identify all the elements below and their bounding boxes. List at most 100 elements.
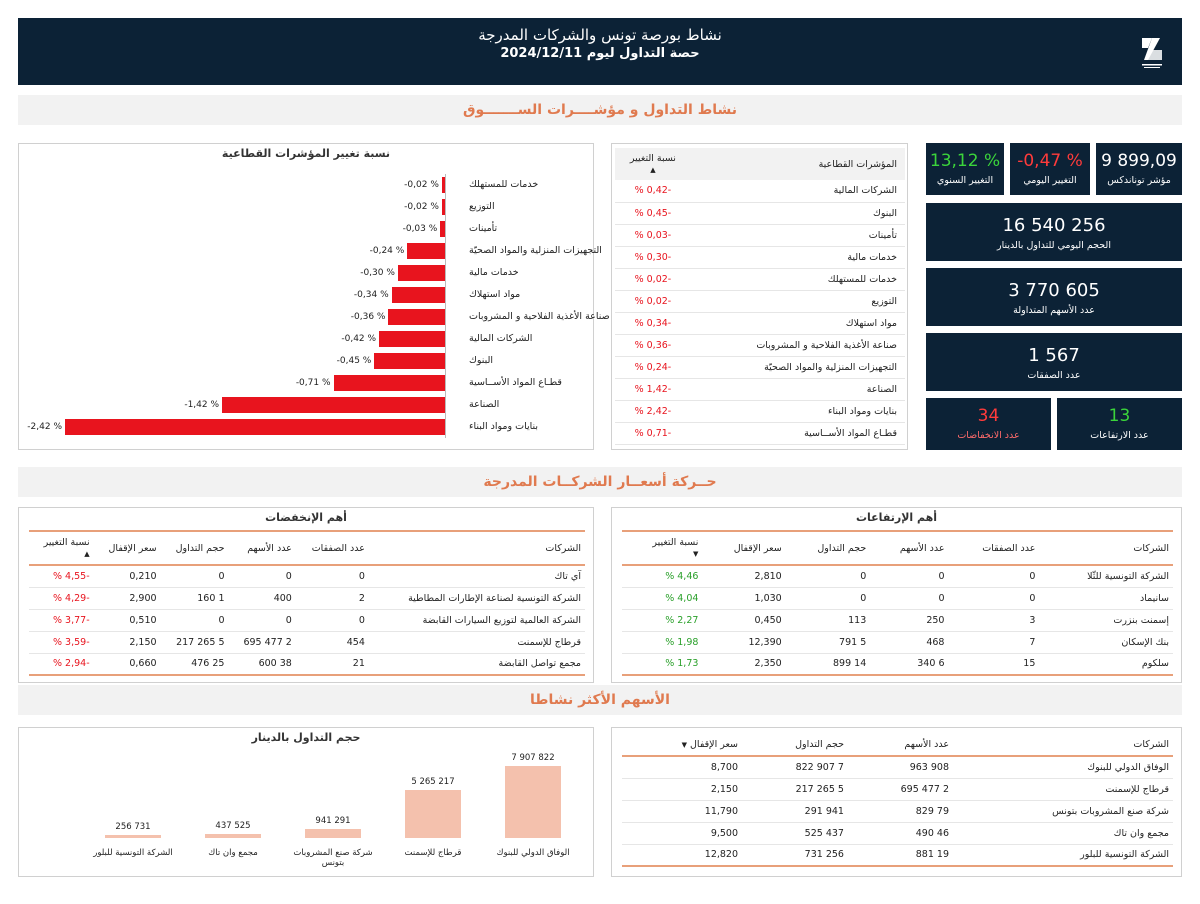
table-row[interactable]: التوزيع -0,02 % (615, 290, 905, 313)
close-price: 0,660 (93, 653, 161, 676)
volume-bar (205, 834, 261, 838)
sector-bar (441, 177, 445, 193)
table-row[interactable]: الشركة التونسية للثّلا 0 0 0 2,810 4,46 % (622, 565, 1173, 588)
table-row[interactable]: الشركة التونسية لصناعة الإطارات المطاطية… (29, 587, 585, 610)
sort-icon: ▼ (693, 550, 699, 558)
col-company[interactable]: الشركات (1133, 739, 1169, 750)
table-row[interactable]: تأمينات -0,03 % (615, 224, 905, 247)
col-shares[interactable]: عدد الأسهم (247, 542, 292, 554)
change-percent: 4,46 % (622, 565, 703, 588)
trades-count: 0 (295, 565, 369, 588)
company-name: بنك الإسكان (1039, 631, 1173, 654)
col-company[interactable]: الشركات (1133, 542, 1169, 554)
table-row[interactable]: التجهيزات المنزلية والمواد الصحيّة -0,24 … (615, 356, 905, 379)
shares-count: 0 (228, 609, 296, 632)
col-company[interactable]: الشركات (545, 542, 581, 554)
company-name: شركة صنع المشروبات بتونس (953, 800, 1173, 823)
sector-bar (374, 353, 445, 369)
volume-chart: حجم التداول بالدينار 7 907 822 الوفاق الد… (18, 727, 594, 877)
col-close[interactable]: سعر الإقفال ▼ (681, 739, 739, 750)
company-name: الشركة العالمية لتوزيع السيارات القابضة (368, 609, 585, 632)
sector-chart-title: نسبة تغيير المؤشرات القطاعية (221, 147, 391, 160)
sector-bar-label: الشركات المالية (469, 333, 533, 344)
company-name: الشركة التونسية للثّلا (1039, 565, 1173, 588)
change-percent: -2,94 % (29, 653, 94, 676)
col-sector-change[interactable]: نسبة التغيير ▲ (629, 153, 676, 174)
volume-bar-value: 437 525 (215, 821, 251, 832)
company-name: قرطاج للإسمنت (368, 631, 585, 654)
volume-bar-label: شركة صنع المشروبات بتونس (293, 848, 373, 868)
change-percent: 1,73 % (622, 653, 703, 676)
kpi-daily-change: -0,47 % التغيير اليومي (1010, 143, 1090, 195)
table-row[interactable]: شركة صنع المشروبات بتونس 79 829 941 291 11,… (622, 800, 1173, 823)
table-row[interactable]: مجمع وان تاك 46 490 437 525 9,500 (622, 822, 1173, 845)
table-row[interactable]: بنك الإسكان 7 468 5 791 12,390 1,98 % (622, 631, 1173, 654)
volume-value: 113 (785, 609, 871, 632)
table-row[interactable]: خدمات للمستهلك -0,02 % (615, 268, 905, 291)
table-row[interactable]: قطـاع المواد الأســاسية -0,71 % (615, 422, 905, 445)
close-price: 2,810 (702, 565, 786, 588)
sector-bar-label: خدمات مالية (469, 267, 519, 278)
table-row[interactable]: الشركة التونسية للبلور 19 881 256 731 12,82… (622, 844, 1173, 867)
sector-bar-row: -0,24 % التجهيزات المنزلية والمواد الصحيّ… (19, 240, 602, 262)
sector-name: مواد استهلاك (690, 312, 905, 335)
axis-line (445, 174, 446, 438)
close-price: 12,820 (622, 844, 743, 867)
sector-name: قطـاع المواد الأســاسية (690, 422, 905, 445)
table-row[interactable]: سانيماد 0 0 0 1,030 4,04 % (622, 587, 1173, 610)
table-row[interactable]: مجمع تواصل القابضة 21 38 600 25 476 0,660 -2,… (29, 653, 585, 676)
col-change[interactable]: نسبة التغيير ▼ (652, 537, 699, 558)
col-change[interactable]: نسبة التغيير ▲ (43, 537, 90, 558)
table-row[interactable]: الوفاق الدولي للبنوك 908 963 7 907 822 8,70… (622, 756, 1173, 779)
col-shares[interactable]: عدد الأسهم (899, 542, 945, 554)
table-row[interactable]: قرطاج للإسمنت 454 2 477 695 5 265 217 2,150-… (29, 631, 585, 654)
volume-value: 14 899 (785, 653, 871, 676)
table-row[interactable]: الصناعة -1,42 % (615, 378, 905, 401)
sector-bar-value: -2,42 % (27, 422, 62, 432)
table-row[interactable]: إسمنت بنزرت 3 250 113 0,450 2,27 % (622, 609, 1173, 632)
volume-bar-value: 256 731 (115, 822, 151, 832)
table-row[interactable]: بنايات ومواد البناء -2,42 % (615, 400, 905, 423)
table-row[interactable]: قرطاج للإسمنت 2 477 695 5 265 217 2,150 (622, 778, 1173, 801)
col-trades[interactable]: عدد الصفقات (311, 542, 365, 554)
company-name: آي تاك (368, 565, 585, 588)
trades-count: 0 (295, 609, 369, 632)
close-price: 11,790 (622, 800, 743, 823)
volume-bar-label: قرطاج للإسمنت (404, 848, 462, 858)
change-percent: -3,59 % (29, 631, 94, 654)
change-percent: 1,98 % (622, 631, 703, 654)
col-shares[interactable]: عدد الأسهم (904, 739, 949, 750)
table-row[interactable]: الشركة العالمية لتوزيع السيارات القابضة 0… (29, 609, 585, 632)
sector-name: التوزيع (690, 290, 905, 313)
sector-bar-label: التوزيع (469, 201, 495, 212)
close-price: 0,510 (93, 609, 161, 632)
col-close[interactable]: سعر الإقفال (108, 542, 157, 554)
col-volume[interactable]: حجم التداول (817, 542, 867, 554)
trades-count: 2 (295, 587, 369, 610)
table-row[interactable]: سلكوم 15 6 340 14 899 2,350 1,73 % (622, 653, 1173, 676)
trades-count: 7 (948, 631, 1040, 654)
col-trades[interactable]: عدد الصفقات (982, 542, 1036, 554)
sector-change: -0,24 % (615, 356, 691, 379)
col-volume[interactable]: حجم التداول (175, 542, 225, 554)
volume-value: 7 907 822 (742, 756, 848, 779)
table-row[interactable]: صناعة الأغذية الفلاحية و المشروبات -0,36 … (615, 334, 905, 357)
volume-value: 0 (785, 587, 871, 610)
col-close[interactable]: سعر الإقفال (733, 542, 782, 554)
volume-value: 0 (785, 565, 871, 588)
table-row[interactable]: خدمات مالية -0,30 % (615, 246, 905, 269)
table-row[interactable]: آي تاك 0 0 0 0,210 -4,55 % (29, 565, 585, 588)
sector-bar-label: صناعة الأغذية الفلاحية و المشروبات (469, 311, 610, 322)
table-row[interactable]: البنوك -0,45 % (615, 202, 905, 225)
volume-value: 5 265 217 (742, 778, 848, 801)
volume-bar (505, 766, 561, 838)
col-sector-name[interactable]: المؤشرات القطاعية (818, 158, 897, 170)
table-row[interactable]: الشركات المالية -0,42 % (615, 180, 905, 203)
sector-bar-value: -0,42 % (341, 334, 377, 344)
volume-bar-label: مجمع وان تاك (208, 848, 258, 858)
close-price: 9,500 (622, 822, 743, 845)
change-percent: -4,55 % (29, 565, 94, 588)
col-volume[interactable]: حجم التداول (795, 739, 844, 750)
volume-value: 5 265 217 (160, 631, 229, 654)
table-row[interactable]: مواد استهلاك -0,34 % (615, 312, 905, 335)
